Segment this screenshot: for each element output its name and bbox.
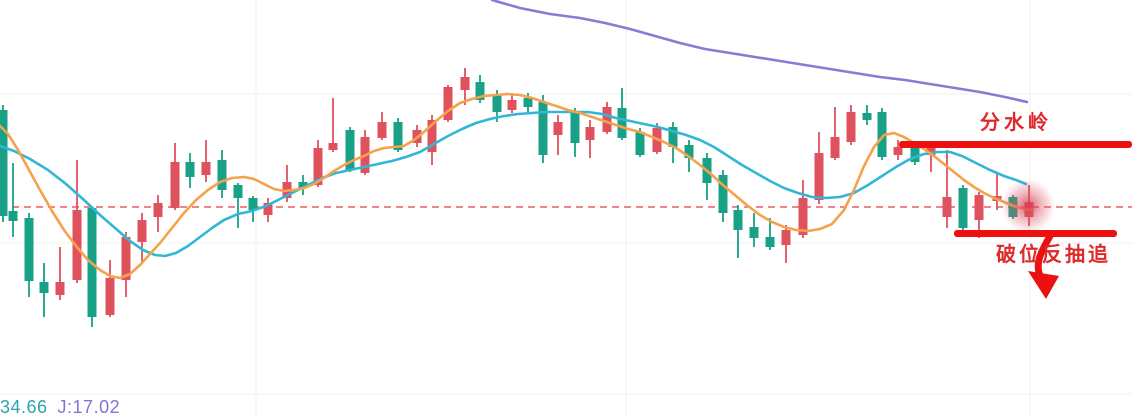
ma-long-purple-line <box>490 0 1029 104</box>
ma-fast-orange-line <box>0 92 1035 280</box>
candles <box>0 68 1034 327</box>
kdj-j-value: J:17.02 <box>57 397 121 416</box>
breakdown-label: 破位反抽追 <box>996 242 1111 266</box>
annotation-shapes <box>899 141 1132 299</box>
kdj-d-value: 34.66 <box>0 397 48 416</box>
ma-slow-cyan-line <box>0 110 1028 258</box>
kdj-indicator-readout: 34.66 J:17.02 <box>0 397 130 416</box>
watershed-label: 分水岭 <box>980 110 1052 134</box>
highlight-glow <box>1001 179 1055 233</box>
